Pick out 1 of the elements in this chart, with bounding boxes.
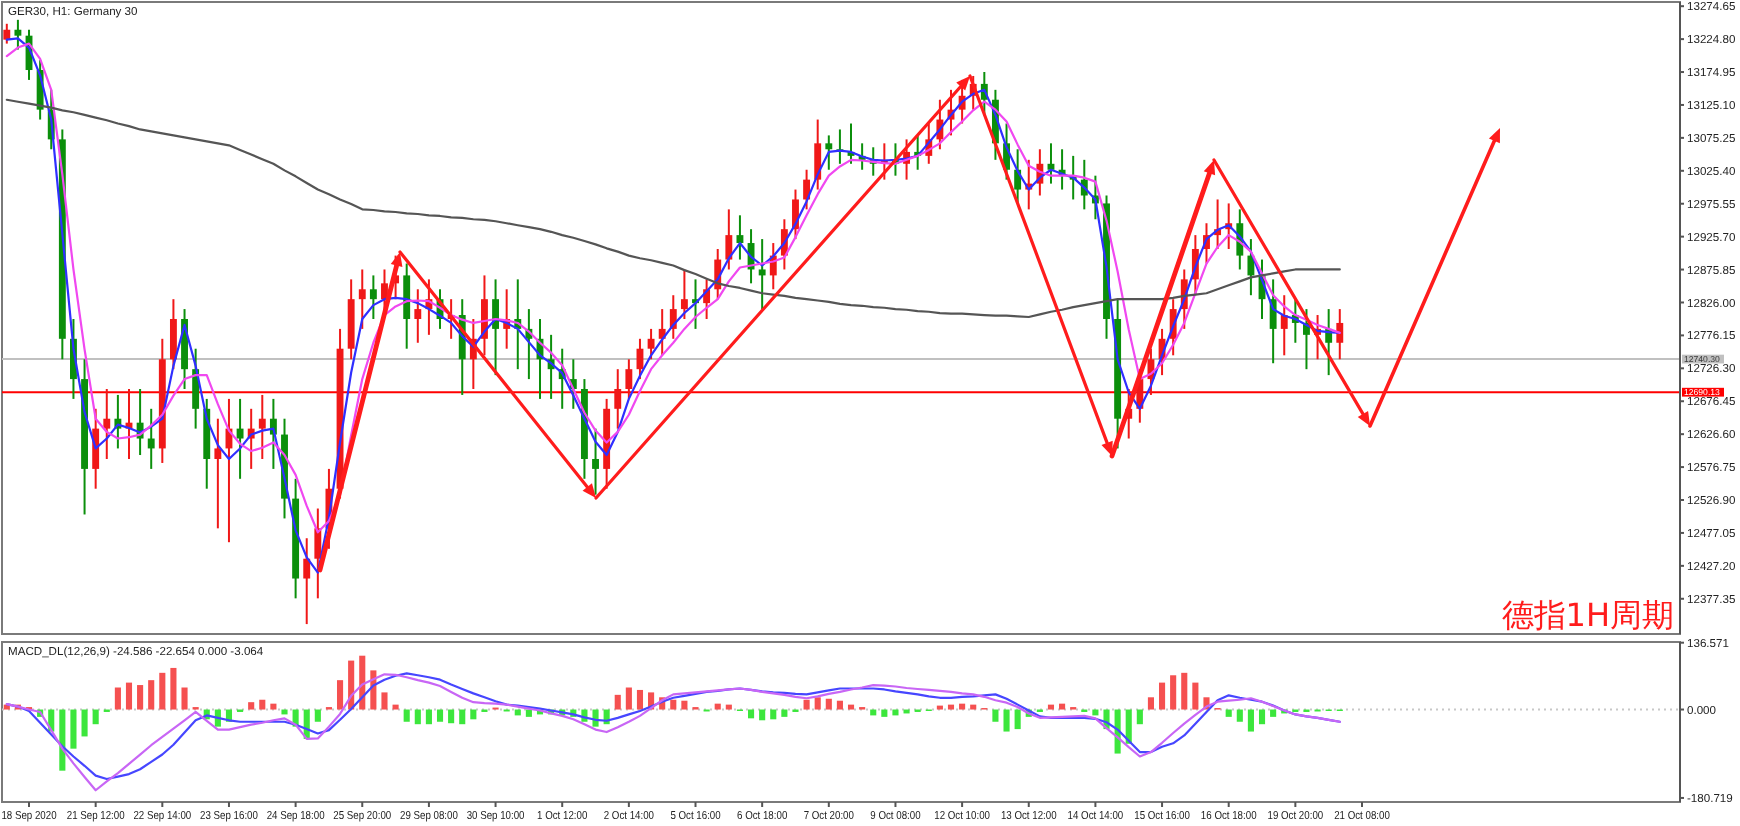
text: 德指1H周期	[1501, 596, 1674, 634]
